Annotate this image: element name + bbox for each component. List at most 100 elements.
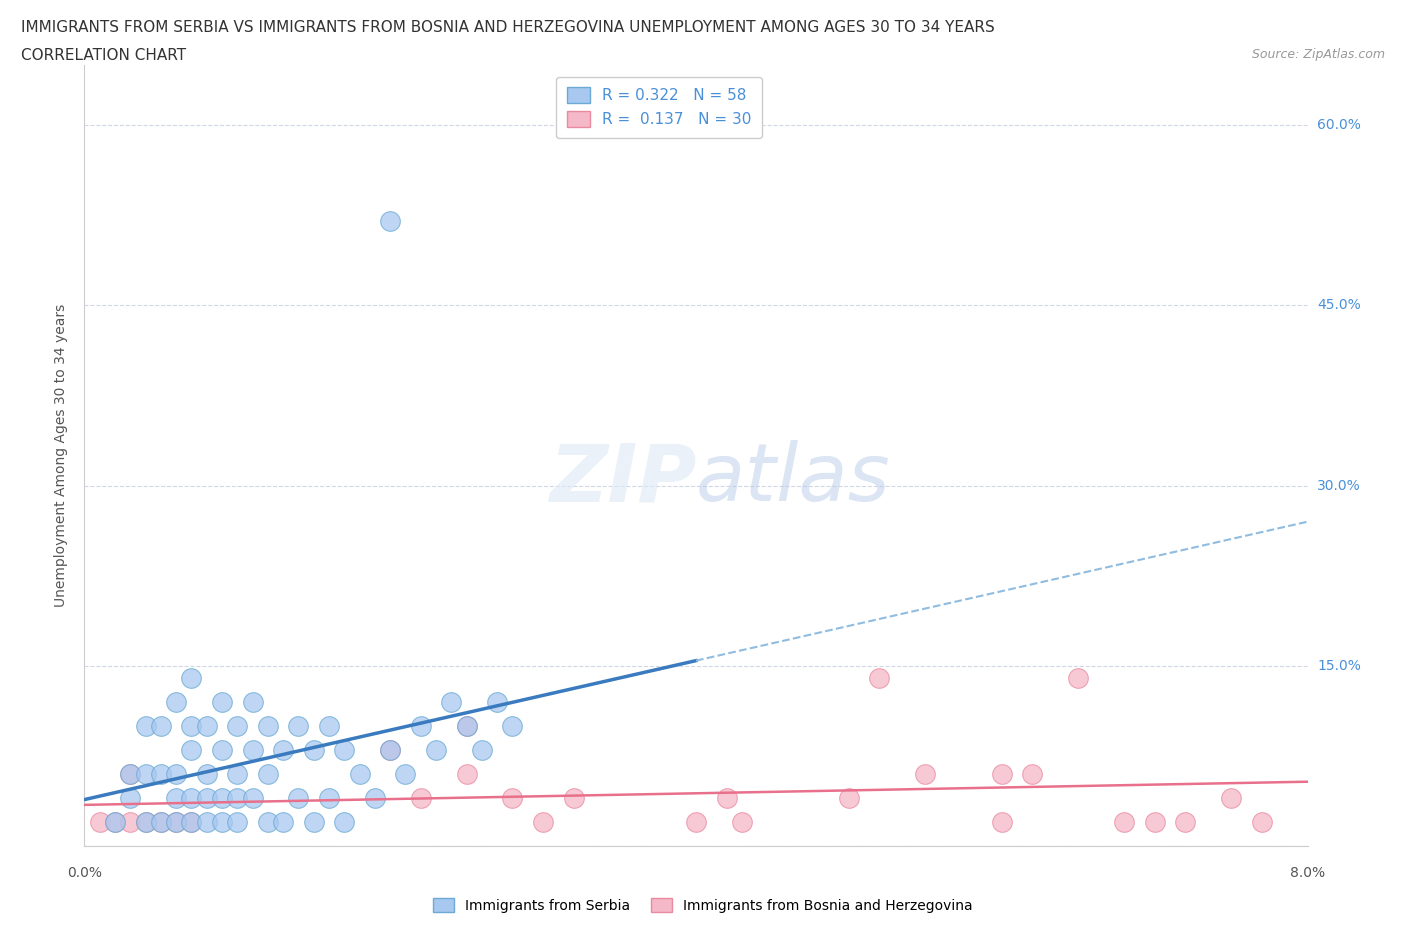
Point [242, 743, 264, 758]
Text: ZIP: ZIP [548, 440, 696, 518]
Point [135, 815, 157, 830]
Point [120, 766, 142, 781]
Point [685, 815, 707, 830]
Point [89, 815, 111, 830]
Point [486, 695, 509, 710]
Point [425, 743, 447, 758]
Point [120, 815, 142, 830]
Point [271, 815, 294, 830]
Point [165, 766, 187, 781]
Point [104, 815, 127, 830]
Point [165, 815, 187, 830]
Point [380, 214, 402, 229]
Legend: Immigrants from Serbia, Immigrants from Bosnia and Herzegovina: Immigrants from Serbia, Immigrants from … [427, 893, 979, 919]
Text: 45.0%: 45.0% [1317, 299, 1361, 312]
Point [211, 695, 233, 710]
Point [990, 766, 1012, 781]
Text: Source: ZipAtlas.com: Source: ZipAtlas.com [1251, 48, 1385, 61]
Point [135, 766, 157, 781]
Point [211, 815, 233, 830]
Point [257, 719, 280, 734]
Point [409, 790, 432, 805]
Point [257, 766, 280, 781]
Point [257, 815, 280, 830]
Point [364, 790, 387, 805]
Point [471, 743, 494, 758]
Point [380, 743, 402, 758]
Point [409, 719, 432, 734]
Point [333, 815, 356, 830]
Text: 15.0%: 15.0% [1317, 659, 1361, 673]
Point [333, 743, 356, 758]
Point [135, 719, 157, 734]
Point [990, 815, 1012, 830]
Point [104, 815, 127, 830]
Point [180, 719, 202, 734]
Point [180, 815, 202, 830]
Point [242, 695, 264, 710]
Point [149, 719, 172, 734]
Point [120, 766, 142, 781]
Point [195, 766, 218, 781]
Point [211, 743, 233, 758]
Text: CORRELATION CHART: CORRELATION CHART [21, 48, 186, 63]
Text: 60.0%: 60.0% [1317, 118, 1361, 132]
Point [242, 790, 264, 805]
Point [226, 766, 249, 781]
Point [318, 719, 340, 734]
Point [1114, 815, 1136, 830]
Point [180, 671, 202, 685]
Point [226, 815, 249, 830]
Point [501, 790, 523, 805]
Point [120, 790, 142, 805]
Point [211, 790, 233, 805]
Point [731, 815, 754, 830]
Point [394, 766, 416, 781]
Point [380, 743, 402, 758]
Point [135, 815, 157, 830]
Point [1220, 790, 1243, 805]
Point [226, 790, 249, 805]
Point [456, 719, 478, 734]
Point [195, 815, 218, 830]
Point [271, 743, 294, 758]
Point [149, 815, 172, 830]
Point [195, 790, 218, 805]
Text: 0.0%: 0.0% [67, 866, 101, 880]
Point [1250, 815, 1272, 830]
Point [165, 815, 187, 830]
Point [180, 815, 202, 830]
Point [302, 815, 325, 830]
Point [149, 815, 172, 830]
Y-axis label: Unemployment Among Ages 30 to 34 years: Unemployment Among Ages 30 to 34 years [55, 304, 69, 607]
Point [1143, 815, 1166, 830]
Point [287, 719, 309, 734]
Point [869, 671, 891, 685]
Point [302, 743, 325, 758]
Point [1067, 671, 1090, 685]
Point [501, 719, 523, 734]
Text: atlas: atlas [696, 440, 891, 518]
Point [456, 719, 478, 734]
Text: 30.0%: 30.0% [1317, 479, 1361, 493]
Point [838, 790, 860, 805]
Point [226, 719, 249, 734]
Legend: R = 0.322   N = 58, R =  0.137   N = 30: R = 0.322 N = 58, R = 0.137 N = 30 [557, 76, 762, 138]
Text: 8.0%: 8.0% [1291, 866, 1324, 880]
Point [287, 790, 309, 805]
Point [1174, 815, 1197, 830]
Point [195, 719, 218, 734]
Point [318, 790, 340, 805]
Point [716, 790, 738, 805]
Point [165, 695, 187, 710]
Point [180, 790, 202, 805]
Point [440, 695, 463, 710]
Point [914, 766, 936, 781]
Point [349, 766, 371, 781]
Text: IMMIGRANTS FROM SERBIA VS IMMIGRANTS FROM BOSNIA AND HERZEGOVINA UNEMPLOYMENT AM: IMMIGRANTS FROM SERBIA VS IMMIGRANTS FRO… [21, 20, 995, 35]
Point [456, 766, 478, 781]
Point [165, 790, 187, 805]
Point [531, 815, 554, 830]
Point [149, 766, 172, 781]
Point [562, 790, 585, 805]
